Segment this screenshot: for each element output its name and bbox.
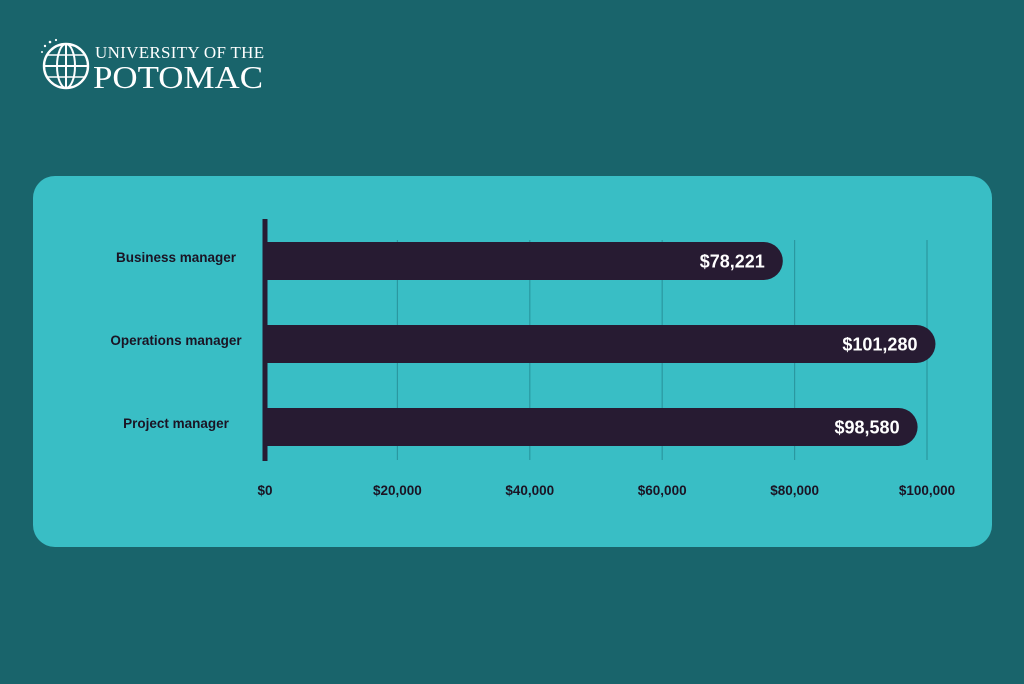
logo-line-1: UNIVERSITY OF THE (95, 43, 264, 62)
bar-value-label: $98,580 (835, 418, 900, 438)
university-logo: UNIVERSITY OF THE POTOMAC (41, 38, 281, 95)
x-tick-label: $60,000 (638, 483, 687, 498)
category-label: Project manager (123, 416, 230, 431)
x-tick-label: $0 (257, 483, 272, 498)
logo-dots (41, 38, 58, 53)
logo-line-2: POTOMAC (93, 59, 263, 95)
logo-mark: UNIVERSITY OF THE POTOMAC (41, 38, 264, 95)
x-tick-label: $80,000 (770, 483, 819, 498)
bar-value-label: $78,221 (700, 252, 765, 272)
category-label: Business manager (116, 250, 237, 265)
x-tick-label: $40,000 (505, 483, 554, 498)
bar (265, 408, 918, 446)
bar-value-label: $101,280 (842, 335, 917, 355)
bar (265, 242, 783, 280)
x-tick-label: $20,000 (373, 483, 422, 498)
bar (265, 325, 936, 363)
category-label: Operations manager (110, 333, 242, 348)
x-tick-label: $100,000 (899, 483, 955, 498)
globe-icon (42, 42, 90, 90)
